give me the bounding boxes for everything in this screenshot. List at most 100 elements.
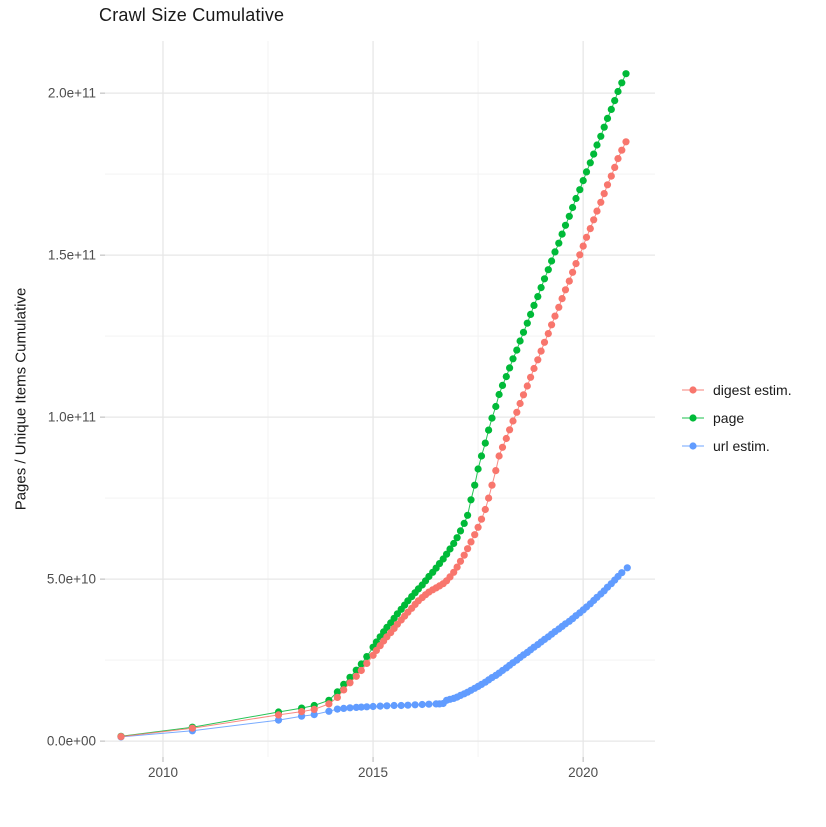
data-point bbox=[519, 391, 528, 399]
data-point bbox=[340, 686, 348, 694]
data-point bbox=[340, 680, 348, 689]
data-point bbox=[607, 172, 615, 180]
data-point bbox=[418, 700, 426, 709]
data-point bbox=[488, 414, 496, 422]
data-point bbox=[485, 426, 493, 434]
data-point bbox=[404, 701, 412, 709]
y-axis-tick-label: 1.5e+11 bbox=[48, 248, 96, 263]
data-point bbox=[488, 481, 496, 489]
data-point bbox=[502, 373, 510, 381]
data-point bbox=[582, 233, 591, 241]
data-point bbox=[572, 194, 580, 203]
data-point bbox=[450, 568, 458, 576]
data-point bbox=[593, 141, 601, 149]
data-point bbox=[188, 724, 196, 732]
data-point bbox=[622, 70, 630, 78]
data-point bbox=[333, 705, 341, 713]
data-point bbox=[597, 132, 605, 140]
data-point bbox=[310, 705, 318, 714]
data-point bbox=[492, 467, 500, 475]
data-point bbox=[516, 399, 524, 408]
data-point bbox=[411, 701, 419, 709]
data-point bbox=[357, 666, 365, 675]
data-point bbox=[346, 679, 354, 687]
data-point bbox=[495, 390, 503, 399]
data-point bbox=[534, 356, 542, 364]
data-point bbox=[582, 168, 591, 176]
data-point bbox=[502, 434, 510, 443]
data-point bbox=[325, 700, 333, 708]
data-point bbox=[456, 557, 465, 565]
data-point bbox=[498, 381, 507, 389]
data-point bbox=[623, 564, 631, 572]
data-point bbox=[607, 105, 615, 113]
legend-label: url estim. bbox=[713, 438, 770, 454]
data-point bbox=[467, 496, 475, 504]
data-point bbox=[569, 268, 577, 276]
data-point bbox=[600, 190, 608, 198]
data-point bbox=[527, 373, 535, 381]
x-axis-tick-label: 2020 bbox=[568, 765, 598, 780]
data-point bbox=[555, 303, 563, 311]
data-point bbox=[443, 550, 451, 558]
data-point bbox=[537, 284, 545, 292]
data-point bbox=[298, 708, 306, 716]
data-point bbox=[548, 321, 556, 329]
legend: digest estim. page url estim. bbox=[681, 380, 792, 456]
data-point bbox=[534, 293, 542, 301]
series-points-page bbox=[117, 70, 630, 740]
data-point bbox=[481, 439, 489, 447]
data-point bbox=[425, 700, 433, 708]
data-point bbox=[600, 123, 608, 131]
data-point bbox=[274, 716, 283, 724]
data-point bbox=[481, 505, 489, 514]
data-point bbox=[446, 545, 454, 553]
data-point bbox=[506, 364, 514, 372]
data-point bbox=[540, 275, 549, 283]
data-point bbox=[369, 702, 377, 711]
legend-item-url-estim: url estim. bbox=[681, 436, 792, 456]
data-point bbox=[357, 660, 365, 668]
data-point bbox=[611, 97, 619, 105]
data-point bbox=[603, 114, 612, 122]
data-point bbox=[565, 212, 573, 220]
data-point bbox=[530, 301, 538, 309]
data-point bbox=[551, 312, 559, 320]
data-point bbox=[495, 452, 503, 460]
data-point bbox=[622, 138, 630, 146]
legend-label: digest estim. bbox=[713, 382, 792, 398]
data-point bbox=[477, 515, 486, 523]
data-point bbox=[530, 364, 538, 373]
data-point bbox=[540, 338, 549, 346]
data-point bbox=[346, 704, 354, 712]
data-point bbox=[576, 251, 584, 259]
data-point bbox=[453, 563, 461, 571]
data-point bbox=[569, 203, 577, 212]
data-point bbox=[590, 216, 598, 224]
data-point bbox=[363, 659, 371, 668]
chart-title: Crawl Size Cumulative bbox=[99, 5, 285, 25]
data-point bbox=[572, 260, 580, 268]
legend-key-icon bbox=[682, 442, 704, 450]
x-axis-tick-label: 2015 bbox=[358, 765, 388, 780]
data-point bbox=[453, 534, 461, 542]
data-point bbox=[357, 703, 365, 711]
data-point bbox=[390, 701, 398, 710]
data-point bbox=[310, 711, 318, 719]
data-point bbox=[471, 481, 479, 489]
data-point bbox=[544, 330, 552, 338]
legend-item-digest-estim: digest estim. bbox=[681, 380, 792, 400]
data-point bbox=[340, 704, 348, 713]
data-point bbox=[565, 277, 573, 285]
data-point bbox=[492, 402, 500, 411]
data-point bbox=[363, 703, 371, 711]
data-point bbox=[464, 511, 472, 519]
legend-key-icon bbox=[682, 386, 704, 394]
data-point bbox=[363, 653, 371, 661]
data-point bbox=[450, 539, 458, 548]
data-point bbox=[586, 159, 594, 167]
data-point bbox=[498, 443, 507, 451]
data-point bbox=[614, 155, 622, 163]
